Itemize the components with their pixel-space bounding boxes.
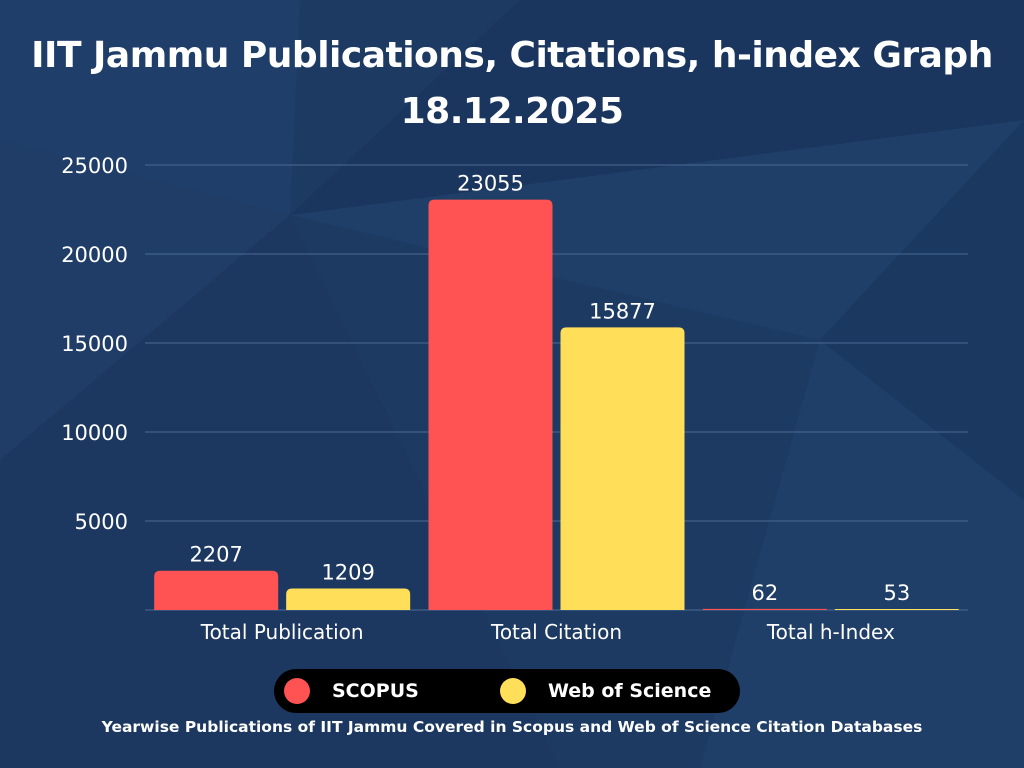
bar-wos [834,609,959,610]
bar-wos [560,327,685,610]
y-tick-label: 15000 [61,332,128,356]
legend-label-wos: Web of Science [548,680,712,702]
data-label: 1209 [321,560,374,584]
data-label: 53 [883,581,910,605]
data-label: 62 [751,581,778,605]
legend-swatch-scopus [284,678,310,704]
y-tick-label: 5000 [75,510,128,534]
bar-scopus [702,608,827,610]
y-tick-label: 10000 [61,421,128,445]
y-tick-label: 20000 [61,243,128,267]
y-tick-label: 25000 [61,154,128,178]
legend-item-scopus: SCOPUS [284,669,419,713]
legend-swatch-wos [500,678,526,704]
bar-wos [286,588,411,610]
data-label: 23055 [457,172,524,196]
legend: SCOPUS Web of Science [274,669,740,713]
chart-title: IIT Jammu Publications, Citations, h-ind… [0,28,1024,140]
footer-caption: Yearwise Publications of IIT Jammu Cover… [101,718,923,736]
legend-label-scopus: SCOPUS [332,680,419,702]
bar-scopus [154,570,279,610]
chart-title-line1: IIT Jammu Publications, Citations, h-ind… [31,35,993,76]
legend-item-wos: Web of Science [500,669,711,713]
x-tick-label: Total Publication [200,620,364,644]
data-label: 2207 [189,543,242,567]
x-tick-label: Total h-Index [766,620,895,644]
data-label: 15877 [589,299,656,323]
bar-scopus [428,199,553,610]
chart-title-line2: 18.12.2025 [400,91,624,132]
x-tick-label: Total Citation [490,620,622,644]
